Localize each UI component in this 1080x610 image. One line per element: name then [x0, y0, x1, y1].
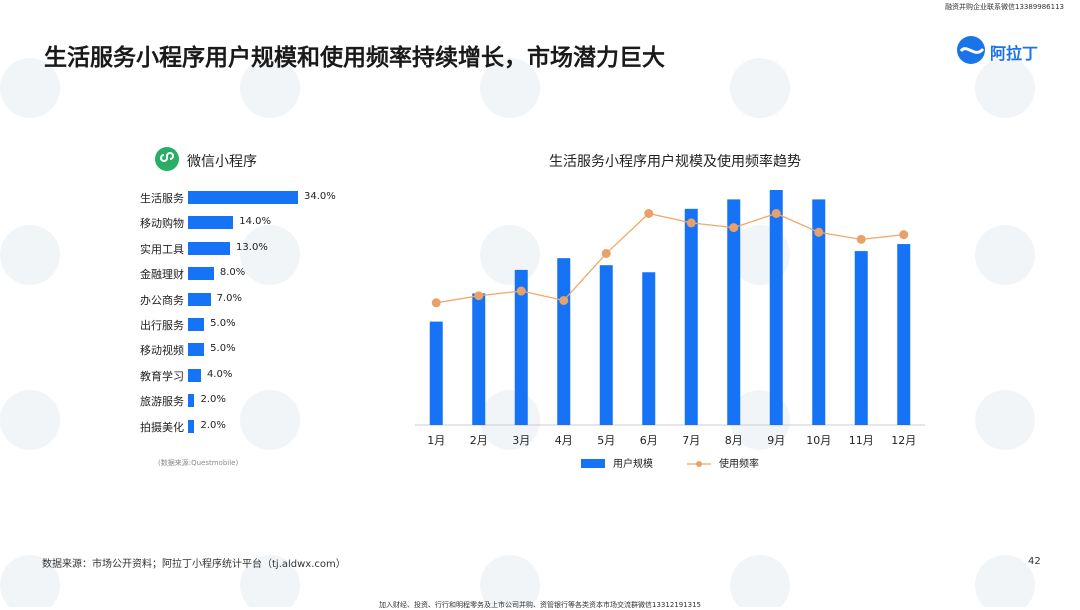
bar-category-label: 出行服务 — [140, 319, 184, 332]
bar-value-label: 2.0% — [200, 394, 226, 406]
bar-value-label: 14.0% — [239, 216, 272, 228]
bar-value-label: 2.0% — [200, 419, 226, 431]
legend-line-marker — [696, 461, 702, 467]
trend-chart-title: 生活服务小程序用户规模及使用频率趋势 — [549, 154, 801, 170]
watermark-logo — [0, 225, 60, 285]
watermark-logo — [0, 390, 60, 450]
user-scale-bar — [727, 199, 741, 425]
bar-category-label: 生活服务 — [140, 192, 184, 205]
watermark-logo — [975, 58, 1035, 118]
logo-text: 阿拉丁 — [990, 44, 1039, 63]
bar-category-label: 金融理财 — [140, 268, 184, 282]
category-bar — [188, 318, 205, 331]
watermark-logo — [975, 225, 1035, 285]
user-scale-bar — [854, 251, 868, 425]
category-bar — [188, 241, 231, 255]
bottom-note: 加入财经、投资、行行和明程零务及上市公司并购、资管银行等各类资本市场交流群微信1… — [379, 601, 701, 609]
bar-category-label: 实用工具 — [140, 242, 184, 256]
bar-category-label: 办公商务 — [140, 293, 184, 307]
user-scale-bar — [514, 269, 528, 425]
top-note: 融资并购企业联系微信13389986113 — [945, 3, 1064, 11]
bar-value-label: 5.0% — [210, 318, 236, 329]
user-scale-bar — [769, 190, 783, 425]
watermark-logo — [240, 390, 300, 450]
legend-bar-swatch — [581, 459, 605, 468]
aladdin-logo — [957, 36, 985, 64]
month-tick-label: 4月 — [555, 434, 573, 447]
page-number: 42 — [1028, 556, 1041, 567]
legend-label-frequency: 使用频率 — [719, 457, 759, 470]
user-scale-bar — [557, 258, 571, 425]
category-bar — [188, 419, 195, 433]
page-title: 生活服务小程序用户规模和使用频率持续增长，市场潜力巨大 — [44, 45, 665, 71]
usage-frequency-point — [516, 286, 526, 296]
month-tick-label: 1月 — [427, 434, 445, 447]
user-scale-bar — [429, 321, 443, 425]
usage-frequency-point — [601, 248, 611, 258]
month-tick-label: 8月 — [725, 434, 743, 447]
bar-category-label: 移动视频 — [140, 344, 184, 358]
watermark-logo — [975, 390, 1035, 450]
bar-value-label: 8.0% — [219, 267, 246, 279]
usage-frequency-point — [431, 298, 441, 308]
usage-frequency-point — [899, 230, 909, 240]
category-bar — [188, 292, 211, 306]
month-tick-label: 11月 — [849, 434, 874, 447]
bar-value-label: 5.0% — [210, 343, 236, 355]
usage-frequency-point — [856, 234, 866, 244]
usage-frequency-line — [436, 212, 904, 304]
legend-label-user-scale: 用户规模 — [613, 457, 653, 470]
user-scale-bar — [599, 265, 613, 425]
month-tick-label: 9月 — [767, 434, 785, 447]
left-panel-title: 微信小程序 — [187, 154, 257, 170]
bar-value-label: 4.0% — [206, 368, 233, 380]
bar-category-label: 旅游服务 — [140, 395, 184, 409]
user-scale-bar — [897, 244, 911, 425]
footer-source: 数据来源：市场公开资料；阿拉丁小程序统计平台（tj.aldwx.com） — [42, 559, 346, 570]
month-tick-label: 3月 — [512, 434, 530, 447]
bar-value-label: 13.0% — [236, 241, 268, 253]
bar-category-label: 教育学习 — [140, 369, 184, 383]
user-scale-bar — [472, 293, 486, 425]
category-bar — [188, 368, 201, 382]
usage-frequency-point — [686, 218, 696, 228]
watermark-logo — [240, 225, 300, 285]
month-tick-label: 2月 — [470, 434, 488, 447]
usage-frequency-point — [771, 209, 781, 218]
left-panel-source: (数据来源:Questmobile) — [158, 459, 239, 467]
category-bar — [188, 343, 205, 357]
month-tick-label: 6月 — [640, 434, 658, 447]
bar-value-label: 34.0% — [304, 191, 336, 202]
category-bar — [188, 394, 195, 408]
usage-frequency-point — [729, 223, 739, 233]
bar-category-label: 拍摄美化 — [140, 420, 184, 434]
month-tick-label: 10月 — [806, 434, 831, 447]
month-tick-label: 12月 — [891, 434, 916, 447]
usage-frequency-point — [644, 209, 654, 218]
bar-value-label: 7.0% — [216, 292, 243, 304]
category-bar — [188, 191, 298, 204]
usage-frequency-point — [474, 291, 484, 301]
wechat-miniprogram-icon — [155, 147, 179, 171]
month-tick-label: 7月 — [682, 434, 700, 447]
month-tick-label: 5月 — [597, 434, 615, 447]
bar-category-label: 移动购物 — [140, 217, 184, 231]
usage-frequency-point — [814, 227, 824, 237]
category-bar — [188, 216, 234, 230]
user-scale-bar — [642, 272, 656, 425]
usage-frequency-point — [559, 295, 569, 305]
category-bar — [188, 267, 214, 281]
watermark-logo — [730, 58, 790, 118]
user-scale-bar — [684, 208, 698, 425]
user-scale-bar — [812, 199, 826, 425]
